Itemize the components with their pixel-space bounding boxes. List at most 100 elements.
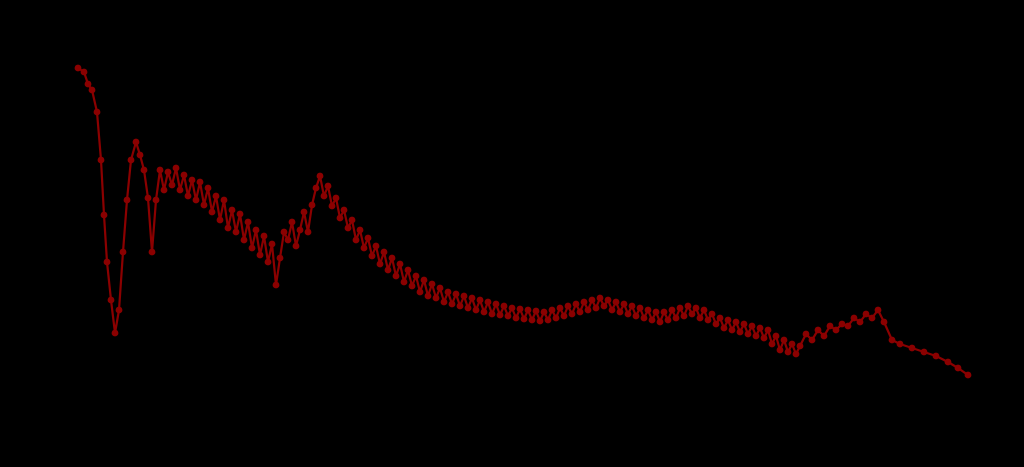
data-point (93, 108, 101, 116)
data-point (850, 314, 858, 322)
data-point (396, 260, 404, 268)
data-point (768, 340, 776, 348)
data-point (862, 310, 870, 318)
data-point (728, 326, 736, 334)
data-point (708, 310, 716, 318)
data-point (464, 304, 472, 312)
data-point (268, 240, 276, 248)
data-point (874, 306, 882, 314)
data-point (300, 208, 308, 216)
data-point (496, 311, 504, 319)
data-point (660, 308, 668, 316)
data-point (103, 258, 111, 266)
data-point (540, 308, 548, 316)
data-point (168, 181, 176, 189)
data-point (144, 194, 152, 202)
data-point (412, 272, 420, 280)
data-point (220, 196, 228, 204)
data-point (296, 226, 304, 234)
data-point (111, 329, 119, 337)
data-point (716, 314, 724, 322)
data-point (484, 298, 492, 306)
data-point (888, 336, 896, 344)
data-point (344, 224, 352, 232)
data-point (920, 348, 928, 356)
data-point (360, 244, 368, 252)
data-point (416, 288, 424, 296)
data-point (127, 156, 135, 164)
data-point (336, 214, 344, 222)
data-point (544, 316, 552, 324)
data-point (844, 322, 852, 330)
data-point (256, 251, 264, 259)
data-point (756, 324, 764, 332)
data-point (628, 302, 636, 310)
data-point (740, 320, 748, 328)
data-point (564, 302, 572, 310)
data-point (944, 358, 952, 366)
data-point (432, 294, 440, 302)
data-point (488, 310, 496, 318)
data-point (592, 304, 600, 312)
data-point (152, 196, 160, 204)
data-point (656, 318, 664, 326)
data-point (388, 254, 396, 262)
data-point (100, 211, 108, 219)
data-point (776, 346, 784, 354)
data-point (436, 284, 444, 292)
data-point (796, 342, 804, 350)
data-point (476, 296, 484, 304)
data-point (428, 280, 436, 288)
data-point (74, 64, 82, 72)
data-point (568, 310, 576, 318)
data-point (280, 228, 288, 236)
data-point (696, 314, 704, 322)
data-point (176, 186, 184, 194)
data-point (115, 306, 123, 314)
data-point (404, 266, 412, 274)
data-point (252, 226, 260, 234)
data-point (468, 294, 476, 302)
data-point (880, 318, 888, 326)
data-point (584, 306, 592, 314)
data-point (208, 208, 216, 216)
data-point (620, 300, 628, 308)
data-point (788, 340, 796, 348)
data-point (84, 80, 92, 88)
series-markers-1 (74, 64, 972, 379)
data-point (236, 210, 244, 218)
data-point (784, 348, 792, 356)
data-point (520, 315, 528, 323)
data-point (692, 304, 700, 312)
data-point (572, 300, 580, 308)
data-point (440, 298, 448, 306)
data-point (760, 334, 768, 342)
data-point (304, 228, 312, 236)
data-point (107, 296, 115, 304)
data-point (508, 304, 516, 312)
data-point (204, 184, 212, 192)
data-point (136, 151, 144, 159)
data-point (644, 306, 652, 314)
data-point (292, 242, 300, 250)
data-point (680, 312, 688, 320)
data-point (814, 326, 822, 334)
data-point (312, 184, 320, 192)
data-point (954, 364, 962, 372)
data-point (444, 288, 452, 296)
data-point (384, 266, 392, 274)
data-point (332, 194, 340, 202)
data-point (324, 182, 332, 190)
data-point (88, 86, 96, 94)
data-point (368, 252, 376, 260)
data-point (356, 226, 364, 234)
data-point (119, 248, 127, 256)
data-point (272, 281, 280, 289)
data-point (732, 318, 740, 326)
data-point (668, 306, 676, 314)
data-point (424, 292, 432, 300)
data-point (316, 172, 324, 180)
data-point (320, 192, 328, 200)
